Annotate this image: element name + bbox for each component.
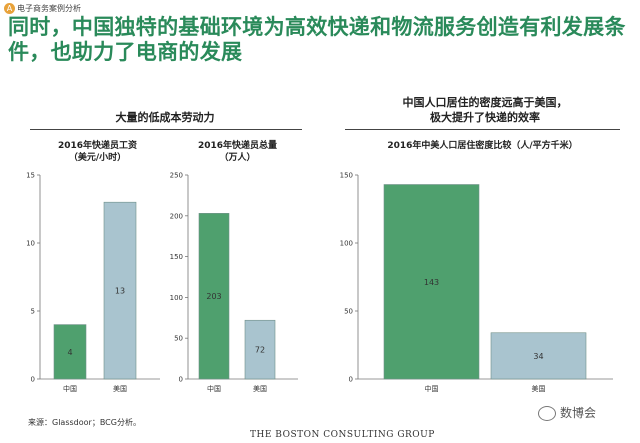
bar-value-label: 34 bbox=[533, 352, 543, 361]
y-tick-label: 100 bbox=[340, 240, 353, 248]
couriers-title-line1: 2016年快递员总量 bbox=[197, 141, 278, 151]
y-tick-label: 150 bbox=[340, 172, 353, 180]
category-label: 中国 bbox=[425, 384, 439, 393]
y-tick-label: 0 bbox=[31, 376, 35, 384]
wage-chart: 0 5 10 15 4 中国 13 美国 bbox=[26, 172, 160, 393]
watermark: 数博会 bbox=[538, 404, 596, 421]
bar bbox=[198, 213, 230, 380]
right-heading-line1: 中国人口居住的密度远高于美国， bbox=[402, 96, 568, 109]
category-label: 中国 bbox=[63, 384, 77, 393]
couriers-title-line2: （万人） bbox=[219, 153, 256, 163]
bar bbox=[103, 201, 137, 380]
category-label: 中国 bbox=[207, 384, 221, 393]
y-tick-label: 0 bbox=[179, 376, 183, 384]
category-label: 美国 bbox=[253, 384, 267, 393]
watermark-text: 数博会 bbox=[560, 406, 597, 420]
y-tick-label: 50 bbox=[344, 308, 353, 316]
bar-value-label: 143 bbox=[424, 278, 439, 287]
y-tick-label: 150 bbox=[170, 253, 183, 261]
y-tick-label: 15 bbox=[26, 172, 35, 180]
bar bbox=[490, 332, 587, 380]
left-panel-heading: 大量的低成本劳动力 bbox=[115, 111, 215, 124]
section-badge: A bbox=[4, 3, 15, 14]
y-tick-label: 100 bbox=[170, 294, 183, 302]
y-tick-label: 10 bbox=[26, 240, 35, 248]
couriers-chart: 0 50 100 150 200 250 203 中国 72 美国 bbox=[170, 172, 298, 393]
couriers-chart-title: 2016年快递员总量 （万人） bbox=[180, 140, 295, 164]
y-tick-label: 200 bbox=[170, 212, 183, 220]
category-label: 美国 bbox=[532, 384, 546, 393]
bar bbox=[244, 319, 276, 380]
right-panel-heading: 中国人口居住的密度远高于美国， 极大提升了快递的效率 bbox=[355, 95, 615, 125]
bar-value-label: 4 bbox=[67, 348, 72, 357]
source-note: 来源：Glassdoor；BCG分析。 bbox=[28, 418, 141, 427]
wage-title-line2: （美元/小时） bbox=[68, 153, 127, 163]
page-title: 同时，中国独特的基础环境为高效快递和物流服务创造有利发展条件，也助力了电商的发展 bbox=[8, 15, 626, 64]
right-heading-line2: 极大提升了快递的效率 bbox=[430, 111, 540, 124]
section-label: 电子商务案例分析 bbox=[17, 4, 81, 13]
left-panel-rule bbox=[30, 129, 302, 130]
right-panel-rule bbox=[345, 129, 620, 130]
wage-title-line1: 2016年快递员工资 bbox=[57, 141, 138, 151]
wage-chart-title: 2016年快递员工资 （美元/小时） bbox=[40, 140, 155, 164]
bar-value-label: 13 bbox=[115, 287, 125, 296]
category-label: 美国 bbox=[113, 384, 127, 393]
y-tick-label: 0 bbox=[349, 376, 353, 384]
bar bbox=[383, 184, 480, 380]
density-chart-title: 2016年中美人口居住密度比较（人/平方千米） bbox=[387, 141, 578, 151]
y-tick-label: 250 bbox=[170, 172, 183, 180]
bar-value-label: 203 bbox=[206, 292, 221, 301]
bar bbox=[53, 324, 87, 380]
y-tick-label: 5 bbox=[31, 308, 35, 316]
wechat-icon bbox=[538, 406, 556, 421]
bar-value-label: 72 bbox=[255, 346, 265, 355]
y-tick-label: 50 bbox=[174, 335, 183, 343]
footer-brand: THE BOSTON CONSULTING GROUP bbox=[250, 430, 435, 440]
density-chart: 0 50 100 150 143 中国 34 美国 bbox=[340, 172, 613, 393]
